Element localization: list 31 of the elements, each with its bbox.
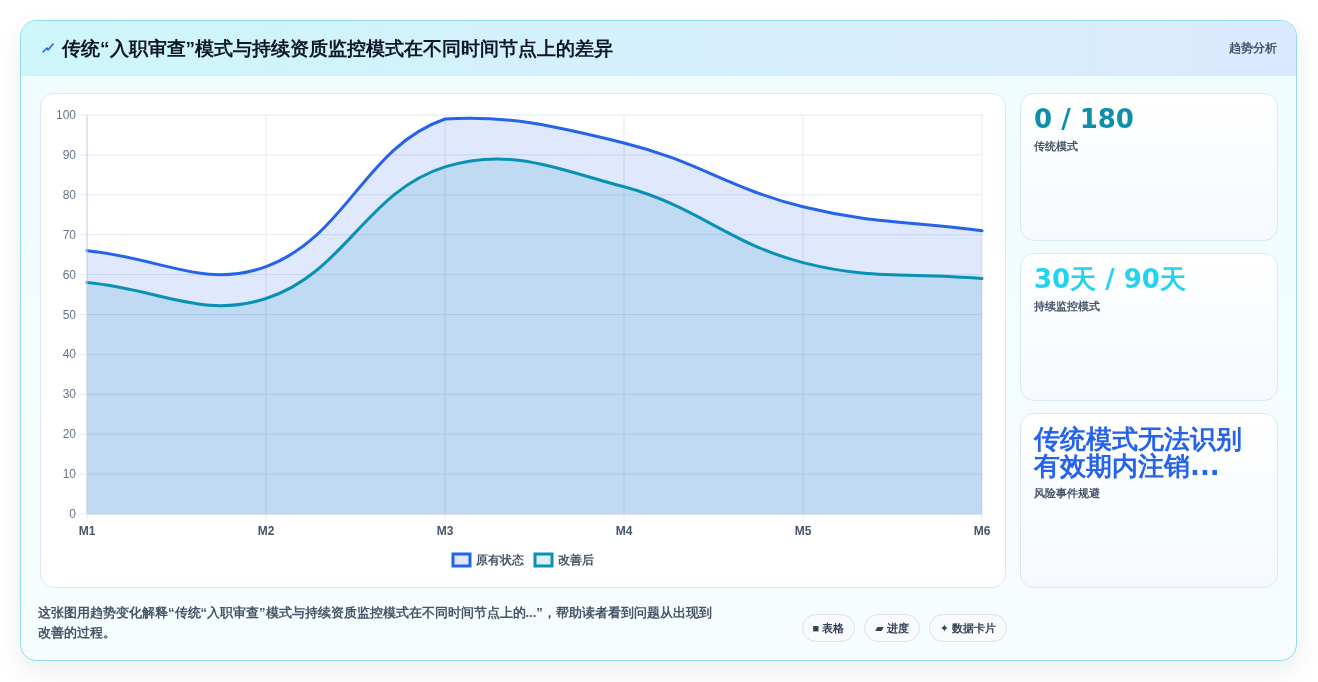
x-tick-label: M6 [973, 524, 991, 538]
x-tick-label: M3 [436, 524, 454, 538]
text: 持续监控模式 [1034, 299, 1101, 314]
y-tick-label: 90 [62, 147, 77, 162]
x-tick-label: M1 [78, 524, 96, 538]
text: ▰ 进度 [864, 614, 920, 642]
text: 趋势分析 [1228, 40, 1277, 57]
text: 传统模式无法识别有效期内注销... [1034, 424, 1243, 481]
y-tick-label: 30 [62, 387, 77, 402]
text: ✦ 数据卡片 [928, 614, 1007, 642]
y-tick-label: 0 [69, 507, 77, 521]
text: 0 / 180 [1034, 104, 1135, 134]
text: 这张图用趋势变化解释“传统“入职审查”模式与持续资质监控模式在不同时间节点上的...”，帮助读者看到问题从出现到改善的过程。 [38, 604, 713, 642]
y-tick-label: 80 [62, 187, 77, 202]
text: 30天 / 90天 [1034, 264, 1187, 294]
x-tick-label: M5 [794, 524, 812, 538]
legend-label: 原有状态 [474, 553, 525, 567]
x-tick-label: M2 [257, 524, 275, 538]
text: 传统模式 [1034, 139, 1079, 154]
y-tick-label: 20 [62, 427, 77, 442]
y-tick-label: 100 [55, 108, 77, 122]
y-tick-label: 60 [62, 267, 77, 282]
text: 风险事件规避 [1034, 486, 1101, 501]
chart-title: 传统“入职审查”模式与持续资质监控模式在不同时间节点上的差异 [62, 37, 613, 61]
y-tick-label: 70 [62, 227, 77, 242]
y-tick-label: 40 [62, 347, 77, 362]
legend-label: 改善后 [557, 553, 594, 567]
text: ■ 表格 [801, 614, 856, 642]
y-tick-label: 10 [62, 467, 77, 482]
x-tick-label: M4 [615, 524, 633, 538]
y-tick-label: 50 [62, 307, 77, 322]
